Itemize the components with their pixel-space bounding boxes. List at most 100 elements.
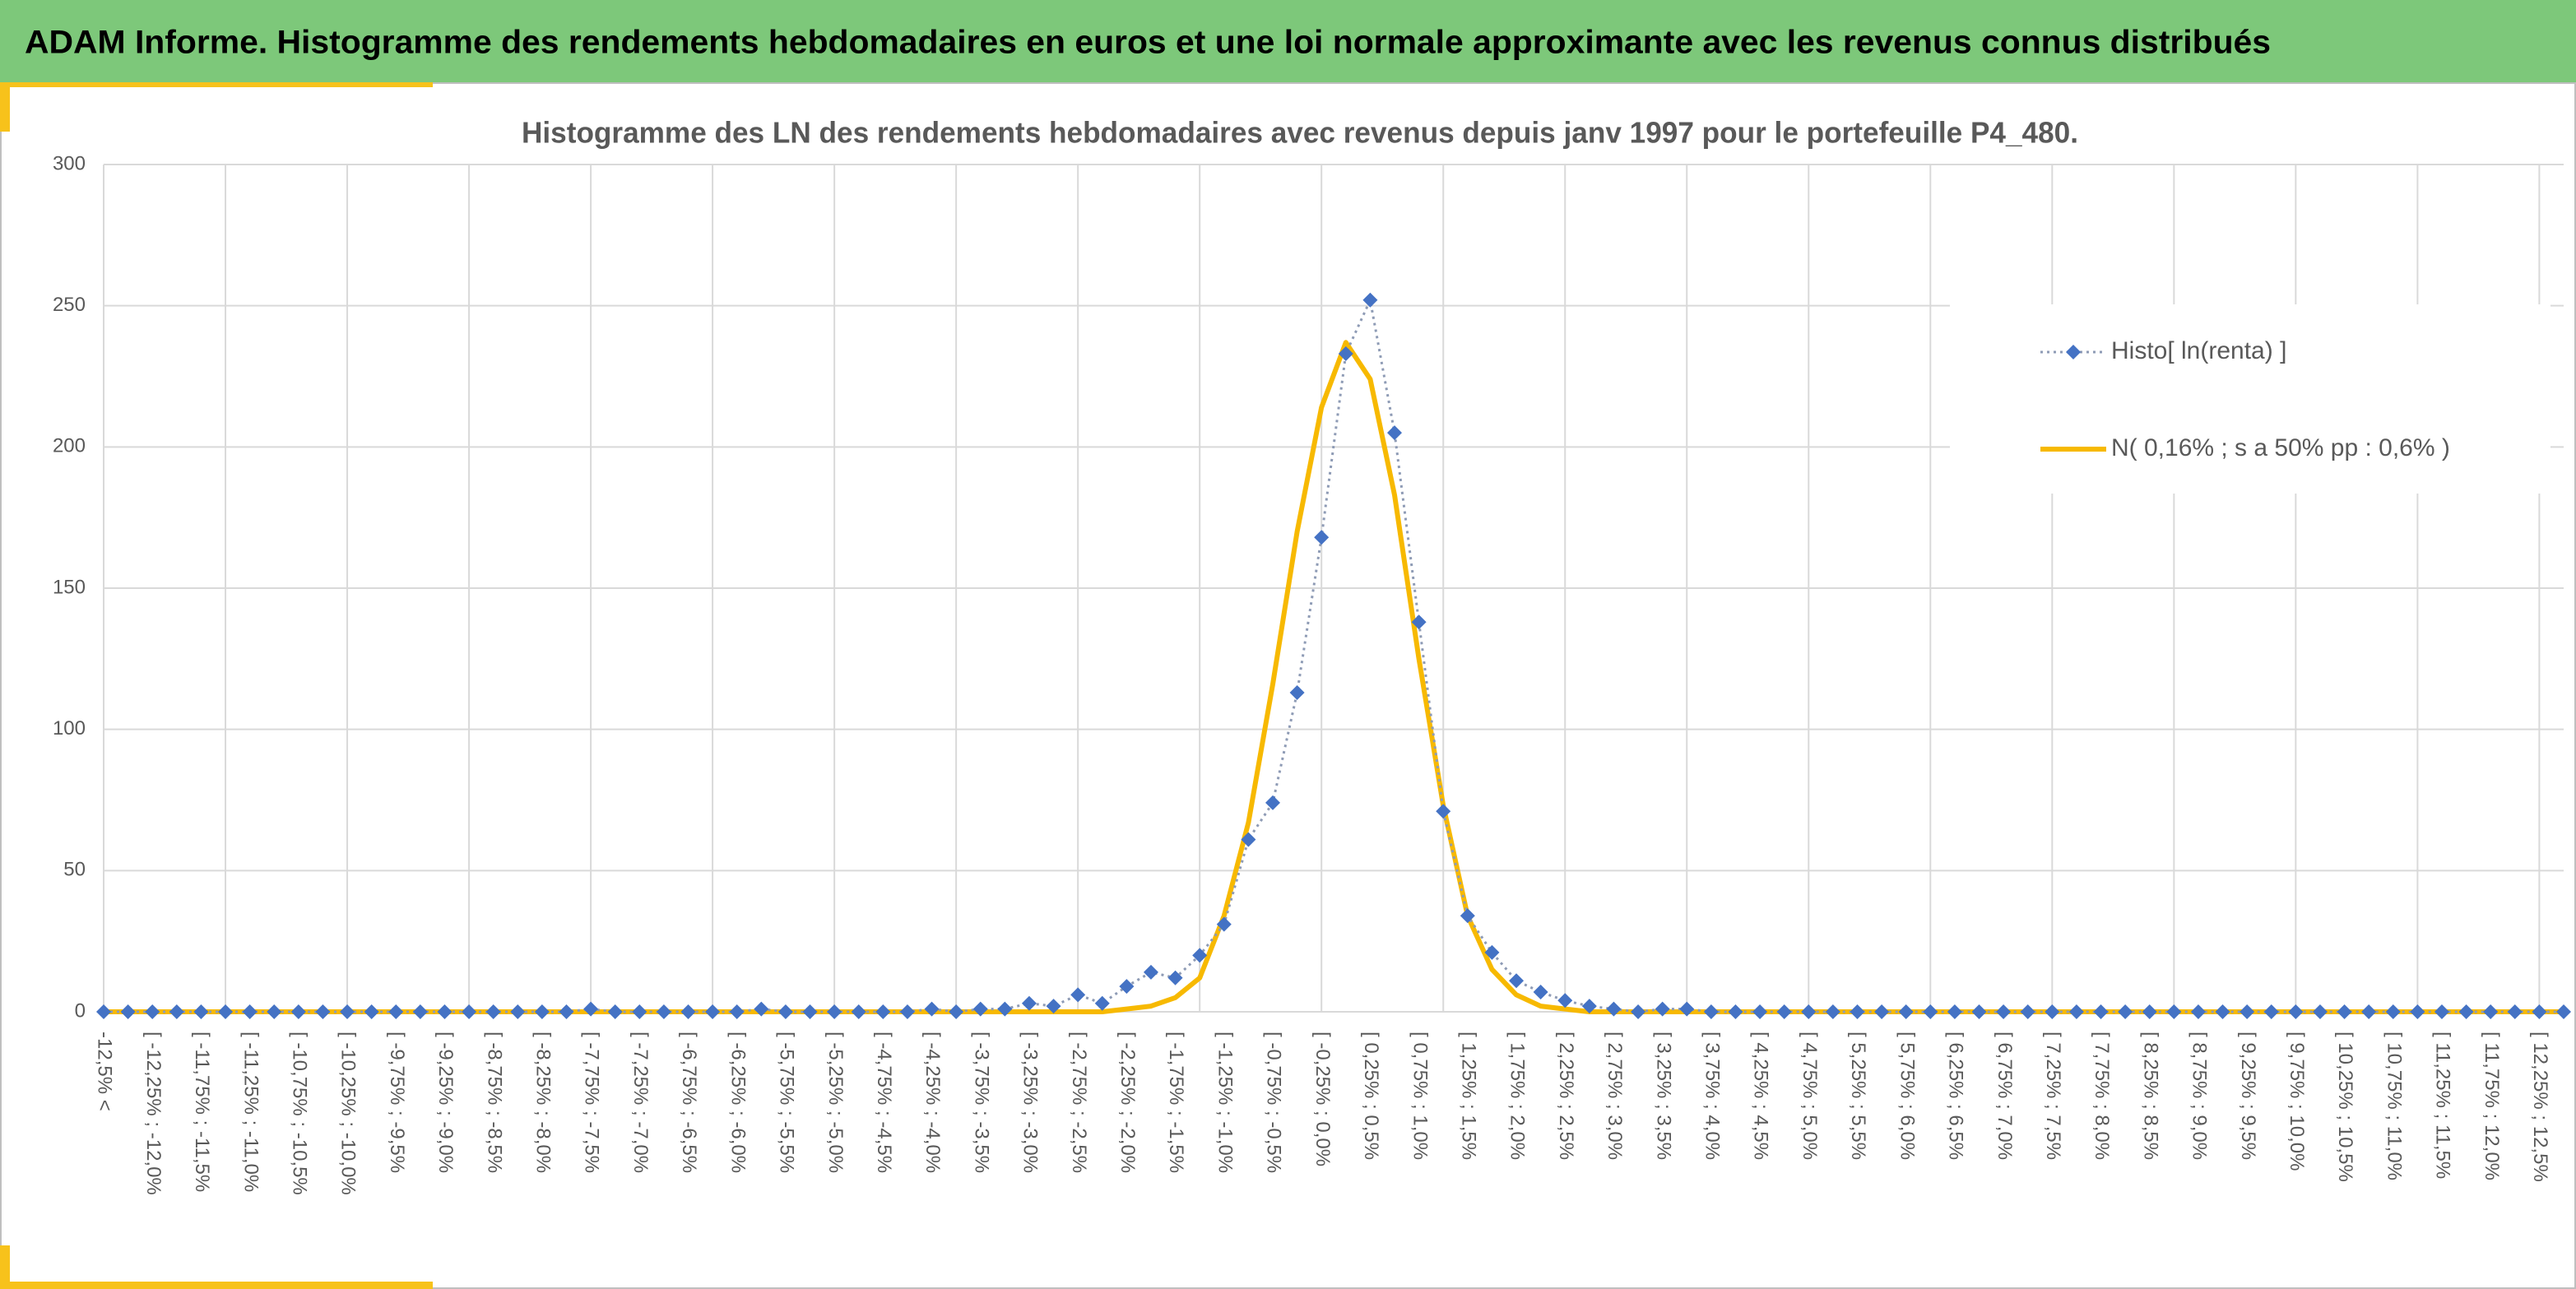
banner-title: ADAM Informe. Histogramme des rendements… [25,25,2271,61]
data-point [680,1004,696,1019]
data-point [1241,832,1256,847]
x-tick-label: [ 4,75% ; 5,0% [1799,1032,1821,1160]
data-point [120,1004,136,1019]
data-point [364,1004,379,1019]
data-point [534,1004,550,1019]
chart-title: Histogramme des LN des rendements hebdom… [522,116,2078,150]
data-point [1338,346,1353,362]
data-point [1167,970,1183,985]
data-point [1192,948,1208,963]
x-tick-label: [ 10,75% ; 11,0% [2383,1032,2405,1180]
data-point [1557,993,1573,1008]
data-point [340,1004,355,1019]
x-tick-label: [ -9,75% ; -9,5% [386,1032,408,1173]
data-point [510,1004,526,1019]
data-point [1265,795,1280,810]
x-tick-label: [ 6,75% ; 7,0% [1993,1032,2016,1160]
legend-label: Histo[ ln(renta) ] [2111,337,2286,364]
data-point [2312,1004,2328,1019]
data-point [290,1004,306,1019]
data-point [949,1004,964,1019]
data-point [1289,685,1305,701]
data-point [2215,1004,2230,1019]
data-point [1874,1004,1890,1019]
data-point [193,1004,209,1019]
x-tick-label: [ -4,75% ; -4,5% [873,1032,895,1173]
data-point [705,1004,721,1019]
data-point [1850,1004,1865,1019]
x-tick-label: [ -10,75% ; -10,5% [288,1032,310,1195]
data-point [1703,1004,1719,1019]
data-point [1509,973,1525,989]
x-tick-label: [ -3,25% ; -3,0% [1019,1032,1042,1173]
data-point [2142,1004,2157,1019]
x-tick-label: [ 2,75% ; 3,0% [1604,1032,1626,1160]
data-point [1216,916,1232,932]
x-tick-label: [ -2,25% ; -2,0% [1116,1032,1139,1173]
x-tick-label: [ -5,25% ; -5,0% [824,1032,847,1173]
data-point [2045,1004,2060,1019]
data-point [1021,995,1037,1011]
accent-bottom [0,1282,433,1289]
x-tick-label: [ 6,25% ; 6,5% [1945,1032,1967,1160]
data-point [1484,944,1500,960]
x-tick-label: [ -6,75% ; -6,5% [678,1032,700,1173]
x-tick-label: [ 5,25% ; 5,5% [1847,1032,1869,1160]
data-point [267,1004,282,1019]
data-point [1387,425,1403,441]
data-point [462,1004,477,1019]
data-point [777,1004,793,1019]
data-point [2093,1004,2109,1019]
x-tick-label: [ 10,25% ; 10,5% [2334,1032,2356,1182]
data-point [1606,1001,1622,1017]
x-tick-label: [ -9,25% ; -9,0% [434,1032,457,1173]
data-point [1046,999,1061,1014]
data-point [1728,1004,1743,1019]
data-point [1436,804,1451,819]
x-tick-label: [ -8,25% ; -8,0% [532,1032,555,1173]
data-point [924,1001,940,1017]
x-tick-label: [ -6,25% ; -6,0% [726,1032,749,1173]
x-tick-label: [ 9,25% ; 9,5% [2237,1032,2259,1160]
data-point [1631,1004,1646,1019]
data-point [2166,1004,2182,1019]
legend-label: N( 0,16% ; s a 50% pp : 0,6% ) [2111,434,2450,461]
x-tick-label: [ -12,25% ; -12,0% [142,1032,165,1195]
banner [0,0,2576,82]
legend-box [1950,304,2550,494]
x-tick-label: [ -7,75% ; -7,5% [581,1032,603,1173]
x-tick-label: [ -5,75% ; -5,5% [776,1032,798,1173]
data-point [1801,1004,1817,1019]
data-point [242,1004,258,1019]
x-tick-label: [ 1,25% ; 1,5% [1457,1032,1479,1160]
data-point [2288,1004,2304,1019]
data-point [1314,530,1330,545]
data-point [2532,1004,2547,1019]
y-tick-label: 0 [75,999,86,1022]
y-tick-label: 250 [53,294,86,316]
data-point [656,1004,671,1019]
x-tick-label: [ -8,75% ; -8,5% [483,1032,505,1173]
x-tick-label: [ 2,25% ; 2,5% [1555,1032,1577,1160]
x-tick-label: [ 7,25% ; 7,5% [2042,1032,2064,1160]
x-tick-label: [ 3,25% ; 3,5% [1652,1032,1674,1160]
data-point [1679,1001,1695,1017]
data-point [315,1004,331,1019]
x-tick-label: [ -10,25% ; -10,0% [337,1032,360,1195]
y-tick-label: 50 [63,859,86,881]
data-point [2458,1004,2474,1019]
data-point [899,1004,915,1019]
x-tick-label: [ -7,25% ; -7,0% [629,1032,652,1173]
x-tick-label: [ -3,75% ; -3,5% [970,1032,992,1173]
data-point [972,1001,988,1017]
y-tick-label: 200 [53,435,86,457]
x-tick-label: [ 11,75% ; 12,0% [2481,1032,2503,1180]
data-point [1898,1004,1914,1019]
x-tick-label: [ -4,25% ; -4,0% [921,1032,944,1173]
x-tick-label: [ 9,75% ; 10,0% [2286,1032,2308,1171]
data-point [437,1004,453,1019]
data-point [2410,1004,2425,1019]
data-point [2239,1004,2255,1019]
x-tick-label: [ 0,25% ; 0,5% [1360,1032,1382,1160]
